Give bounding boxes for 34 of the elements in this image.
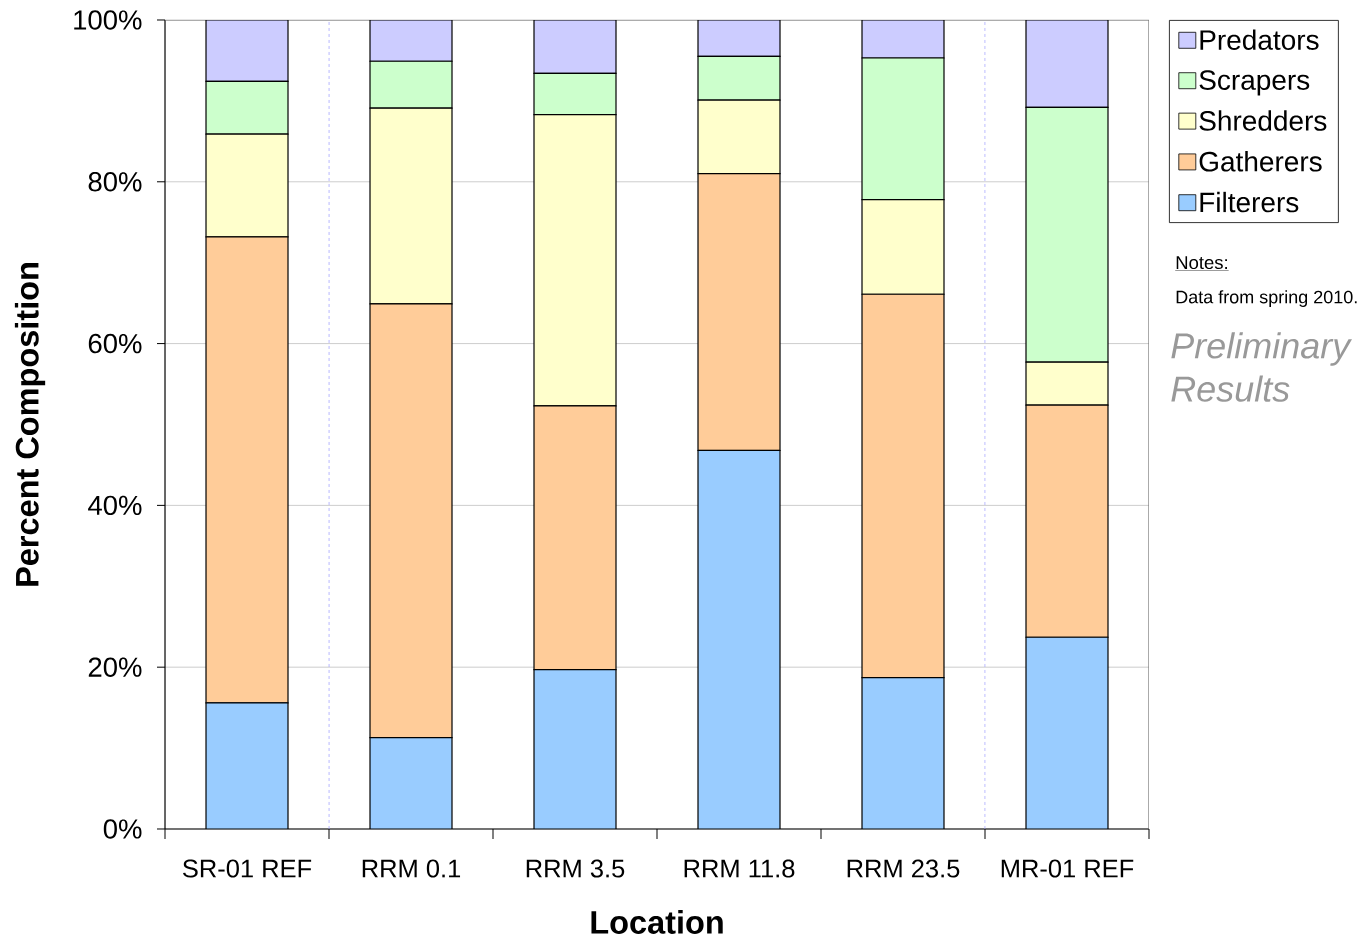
x-axis-title: Location [591,910,723,934]
text: Notes: [1176,256,1227,270]
text: Preliminary Results [1171,332,1353,402]
x-tick-label: RRM 0.1 [362,859,461,878]
bar [533,19,617,74]
bar [862,677,944,829]
bar [534,669,616,829]
x-tick-label: RRM 11.8 [684,859,795,878]
bar [205,19,289,83]
x-tick-label: SR-01 REF [182,859,312,878]
legend-label: Shredders [1199,110,1327,131]
bar [369,19,453,62]
y-tick-label: 20% [88,657,142,677]
x-tick-label: MR-01 REF [1001,859,1134,878]
bar [206,702,289,829]
y-tick-label: 80% [88,172,142,192]
legend-label: Predators [1200,29,1319,50]
bar [370,737,452,829]
y-tick-label: 100% [74,10,142,30]
bar [697,19,781,57]
bar [861,19,945,59]
y-tick-label: 0% [103,819,142,839]
text: Data from spring 2010. [1176,290,1357,307]
bar [698,450,780,829]
x-tick-label: RRM 3.5 [526,859,625,878]
bar [1025,19,1109,108]
x-tick-label: RRM 23.5 [847,859,960,878]
y-tick-label: 40% [88,495,142,516]
legend-label: Scrapers [1199,70,1310,96]
legend-label: Filterers [1200,191,1299,213]
y-tick-label: 60% [88,333,142,354]
legend-label: Gatherers [1199,151,1322,172]
y-axis-title: Percent Composition [14,263,46,586]
bar [1025,636,1109,829]
